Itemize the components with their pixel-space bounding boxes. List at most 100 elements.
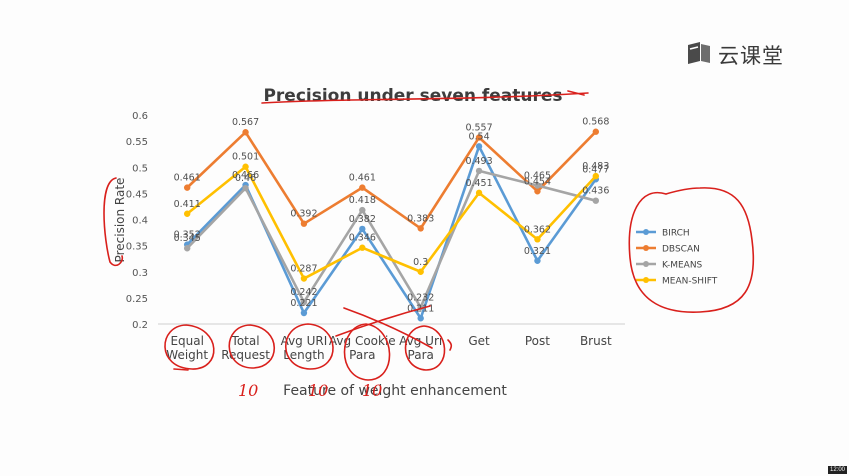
legend-label-dbscan: DBSCAN — [662, 245, 700, 255]
data-label-k-means-4: 0.232 — [407, 292, 434, 303]
series-layer — [183, 128, 600, 322]
data-label-birch-5: 0.54 — [468, 131, 489, 142]
point-birch-3 — [359, 225, 366, 233]
legend-marker-k-means — [643, 261, 649, 267]
data-label-k-means-3: 0.418 — [349, 195, 376, 206]
x-tick-label-7: Brust — [580, 334, 612, 348]
y-axis-label: Precision Rate — [113, 178, 127, 263]
watermark: 云课堂 — [686, 40, 784, 70]
point-dbscan-2 — [300, 220, 308, 227]
point-mean-shift-4 — [417, 268, 424, 275]
point-k-means-1 — [242, 184, 249, 192]
data-label-mean-shift-6: 0.362 — [524, 224, 551, 235]
data-label-k-means-7: 0.436 — [582, 186, 609, 197]
point-birch-2 — [300, 309, 308, 317]
data-label-dbscan-4: 0.383 — [407, 213, 434, 224]
data-label-birch-1: 0.466 — [232, 170, 259, 181]
data-label-mean-shift-7: 0.483 — [582, 161, 609, 172]
y-axis-ticks: 0.2 0.25 0.3 0.35 0.4 0.45 0.5 0.55 0.6 — [126, 111, 625, 331]
data-label-birch-7: 0.477 — [582, 164, 609, 175]
y-tick-label-3: 0.35 — [126, 242, 148, 253]
x-axis-label: Feature of weight enhancement — [283, 383, 507, 399]
handwritten-number-1: 10 — [308, 381, 328, 400]
x-tick-label-4: Avg Uri Para — [399, 334, 442, 362]
y-tick-label-7: 0.55 — [126, 137, 148, 148]
data-label-k-means-5: 0.493 — [465, 156, 492, 167]
data-label-dbscan-5: 0.557 — [465, 122, 492, 133]
handwritten-number-0: 10 — [238, 381, 258, 400]
y-tick-label-4: 0.4 — [132, 216, 148, 227]
point-birch-5 — [475, 143, 483, 150]
point-k-means-0 — [183, 245, 191, 252]
legend-label-mean-shift: MEAN-SHIFT — [662, 277, 718, 287]
point-mean-shift-6 — [534, 236, 541, 243]
data-label-dbscan-3: 0.461 — [349, 173, 376, 184]
x-tick-label-5: Get — [468, 334, 490, 348]
circle-equal-weight-ink — [164, 324, 215, 370]
point-mean-shift-0 — [183, 210, 191, 217]
point-dbscan-6 — [534, 188, 541, 195]
point-mean-shift-3 — [359, 244, 366, 251]
data-label-dbscan-6: 0.454 — [524, 176, 551, 187]
data-label-k-means-6: 0.465 — [524, 171, 551, 182]
point-dbscan-7 — [592, 128, 600, 135]
point-mean-shift-1 — [242, 163, 249, 170]
point-mean-shift-7 — [592, 172, 600, 180]
y-tick-label-5: 0.45 — [126, 189, 148, 200]
cloud-classroom-logo-icon — [686, 41, 712, 70]
data-label-mean-shift-0: 0.411 — [174, 199, 201, 210]
data-label-mean-shift-3: 0.346 — [349, 233, 376, 244]
tick-mark-ink — [173, 368, 189, 371]
title-underline-ink — [261, 90, 589, 104]
data-label-birch-6: 0.321 — [524, 246, 551, 257]
point-k-means-2 — [300, 298, 308, 306]
handwritten-annotations: 10 10 10 — [103, 90, 755, 400]
legend: BIRCH DBSCAN K-MEANS MEAN-SHIFT — [636, 229, 718, 287]
data-labels: 0.3520.4660.2210.3820.2110.540.3210.4770… — [174, 117, 610, 315]
legend-label-birch: BIRCH — [662, 229, 690, 239]
data-label-dbscan-2: 0.392 — [290, 209, 317, 220]
point-k-means-7 — [592, 197, 600, 204]
point-dbscan-3 — [359, 184, 366, 191]
corner-badge: 12:00 — [827, 466, 847, 474]
point-birch-4 — [417, 315, 424, 322]
point-k-means-6 — [534, 182, 541, 189]
hook-mark-ink — [447, 339, 453, 351]
data-label-k-means-2: 0.242 — [290, 287, 317, 298]
point-dbscan-0 — [183, 184, 191, 191]
point-k-means-3 — [359, 206, 366, 214]
x-tick-label-2: Avg URI Length — [281, 334, 328, 362]
data-label-mean-shift-5: 0.451 — [465, 178, 492, 189]
legend-marker-mean-shift — [643, 277, 649, 283]
cross-mark-ink — [335, 305, 433, 349]
point-birch-6 — [534, 257, 541, 264]
x-tick-label-0: Equal Weight — [166, 334, 208, 362]
legend-circle-ink — [628, 187, 755, 313]
point-dbscan-1 — [242, 129, 249, 136]
data-label-k-means-0: 0.345 — [174, 233, 201, 244]
data-label-mean-shift-2: 0.287 — [290, 264, 317, 275]
point-mean-shift-2 — [300, 275, 308, 282]
circle-avg-uri-length-ink — [285, 323, 334, 370]
data-label-birch-0: 0.352 — [174, 230, 201, 241]
y-tick-label-2: 0.3 — [132, 268, 148, 279]
y-tick-label-8: 0.6 — [132, 111, 148, 122]
data-label-dbscan-1: 0.567 — [232, 117, 259, 128]
watermark-text: 云课堂 — [718, 44, 784, 68]
legend-marker-birch — [643, 229, 649, 235]
legend-marker-dbscan — [643, 245, 649, 251]
point-mean-shift-5 — [475, 189, 483, 197]
circle-total-request-ink — [228, 324, 275, 369]
data-label-dbscan-0: 0.461 — [174, 173, 201, 184]
data-label-mean-shift-1: 0.501 — [232, 152, 259, 163]
data-label-birch-3: 0.382 — [349, 214, 376, 225]
data-label-dbscan-7: 0.568 — [582, 117, 609, 128]
series-line-mean-shift — [186, 165, 597, 280]
legend-label-k-means: K-MEANS — [662, 261, 703, 271]
y-tick-label-1: 0.25 — [126, 294, 148, 305]
x-tick-label-6: Post — [525, 334, 550, 348]
data-label-birch-2: 0.221 — [290, 298, 317, 309]
